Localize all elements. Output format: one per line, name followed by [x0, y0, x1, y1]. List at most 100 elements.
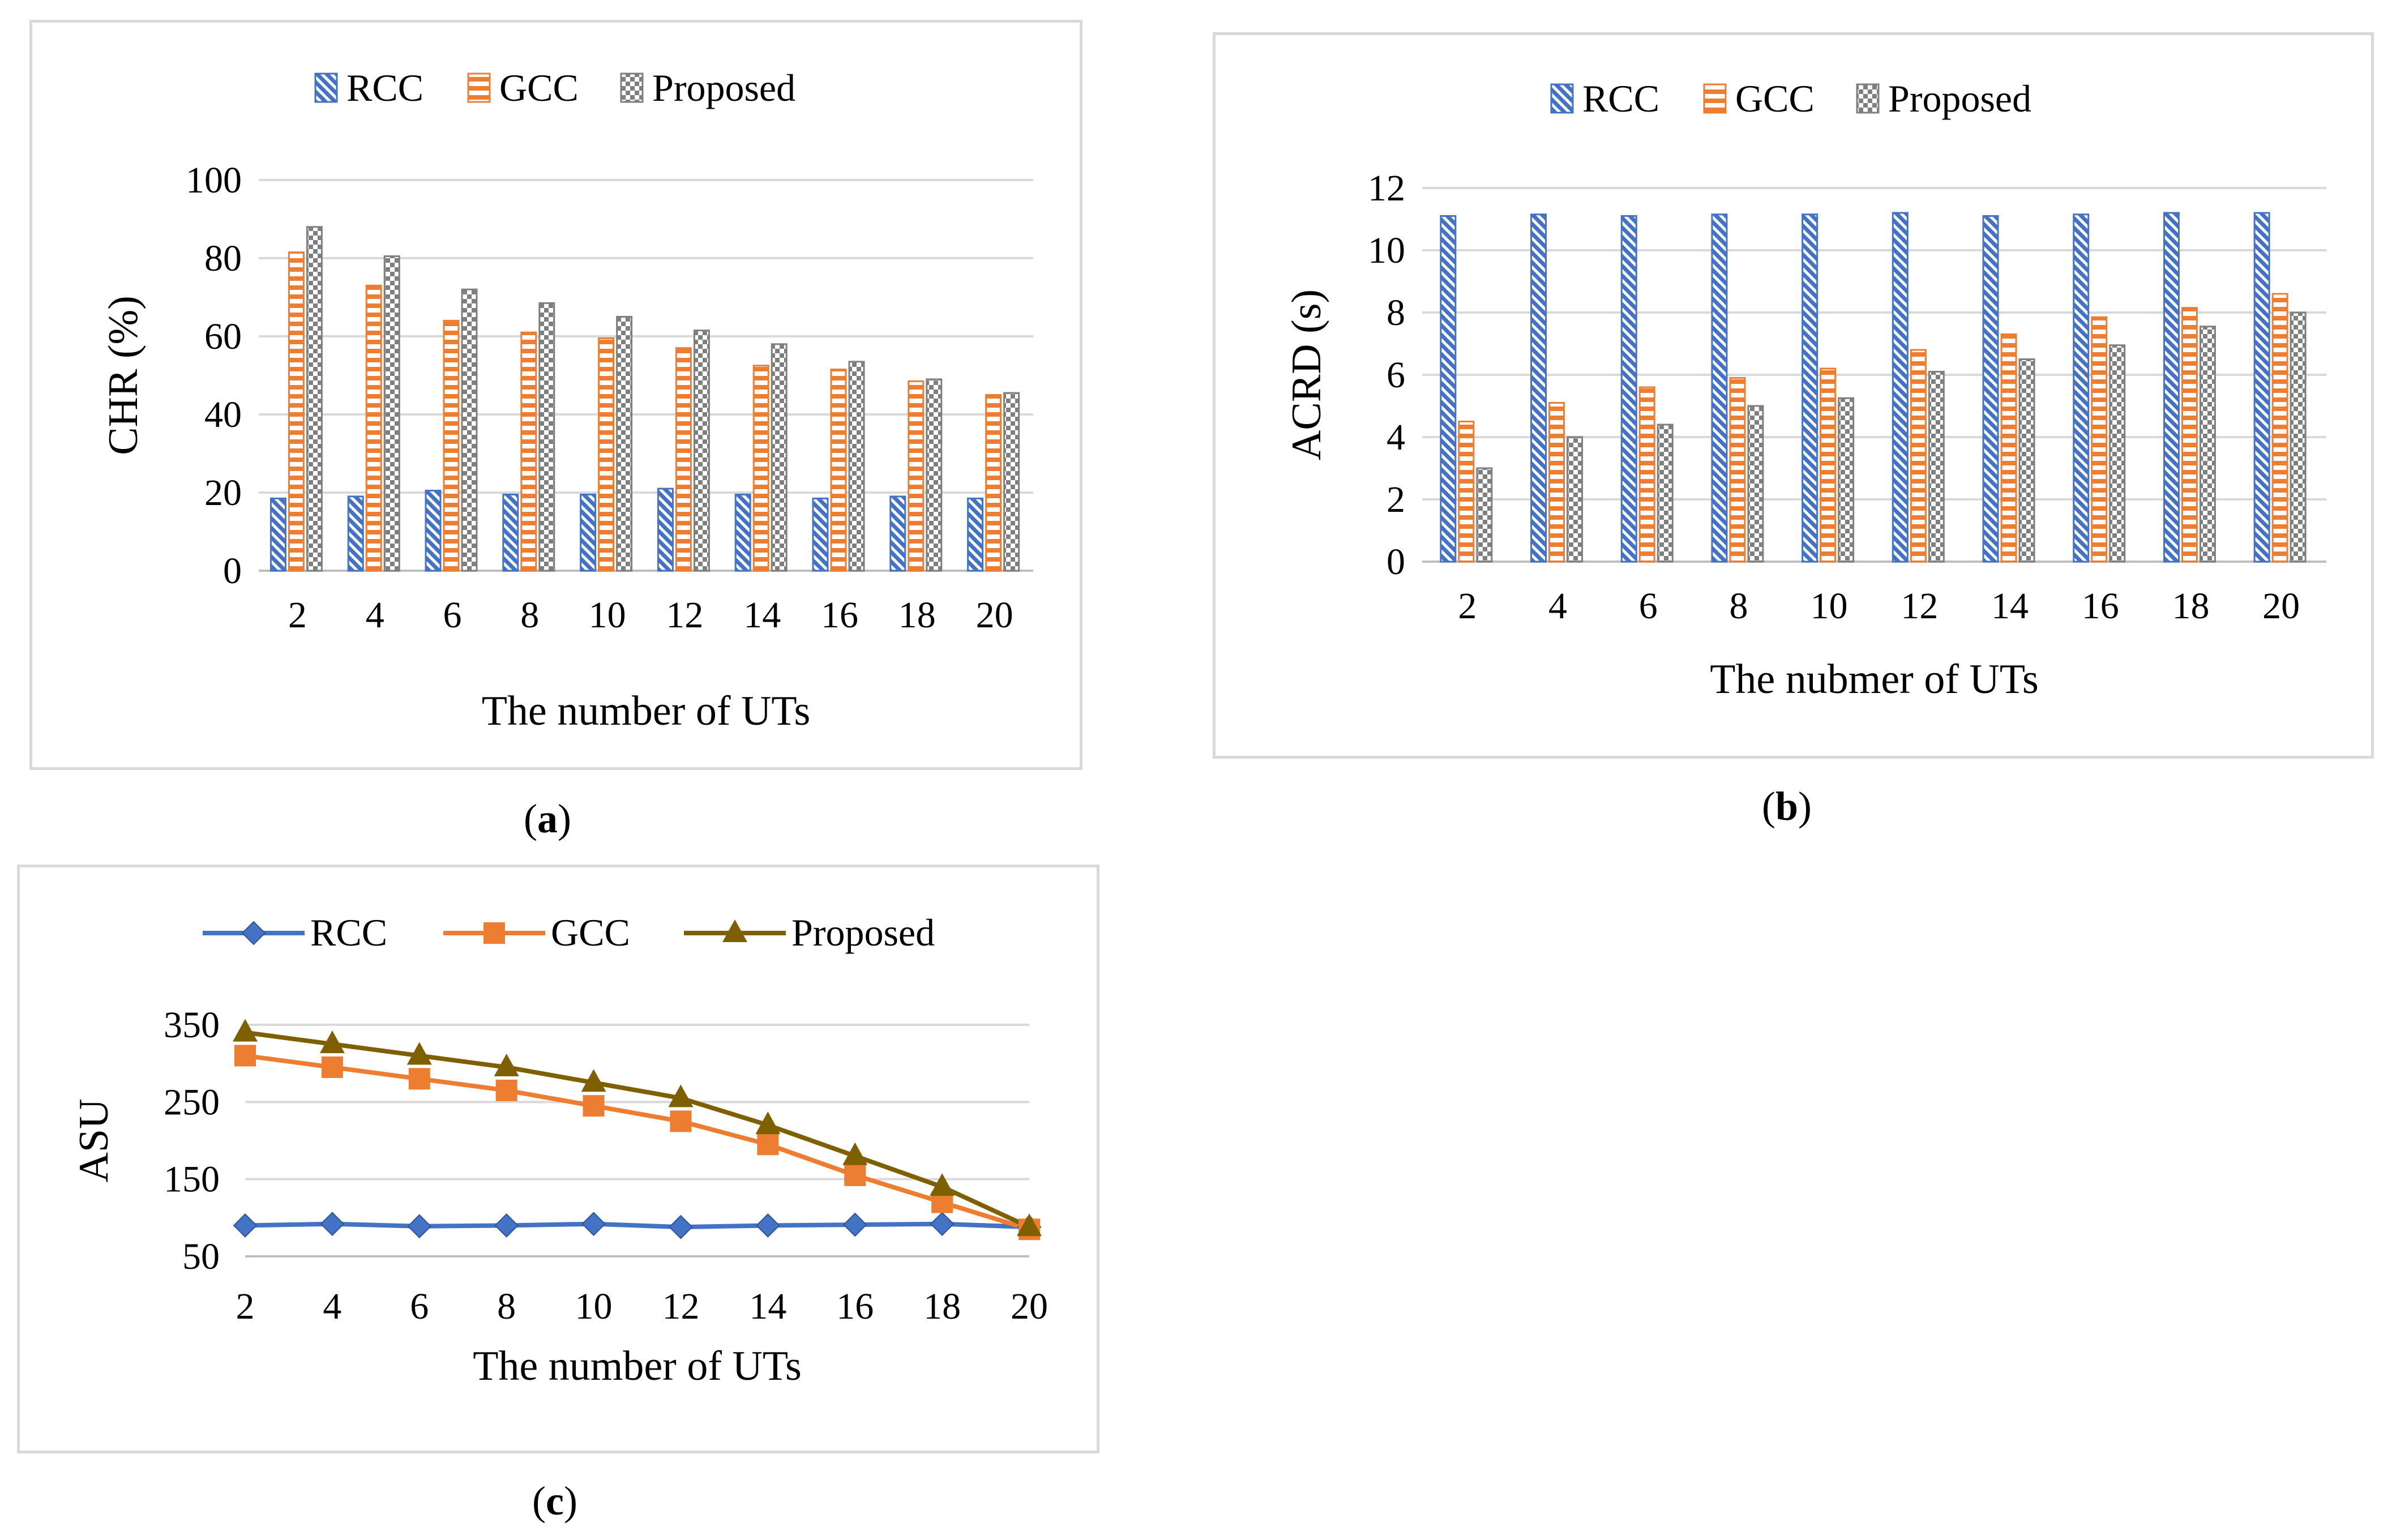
bar-rcc — [2073, 213, 2090, 563]
bar-proposed — [2199, 326, 2216, 563]
point-proposed — [581, 1069, 606, 1092]
bar-rcc — [2253, 212, 2270, 563]
x-tick-label: 8 — [1729, 585, 1748, 627]
y-tick-label: 350 — [164, 1004, 220, 1046]
bar-rcc — [1620, 215, 1637, 563]
bar-gcc — [443, 319, 460, 572]
legend-marker-rcc — [241, 921, 266, 946]
legend-swatch-gcc — [1703, 83, 1727, 114]
bar-proposed — [1567, 436, 1584, 563]
point-rcc — [407, 1214, 432, 1239]
point-gcc — [670, 1110, 692, 1132]
bar-rcc — [269, 497, 286, 572]
bar-proposed — [383, 255, 400, 572]
point-proposed — [930, 1173, 955, 1196]
y-tick-label: 4 — [1387, 417, 1405, 458]
legend-label-gcc: GCC — [1735, 77, 1815, 120]
point-gcc — [757, 1133, 779, 1156]
point-rcc — [233, 1213, 258, 1238]
x-tick-label: 20 — [1011, 1286, 1048, 1327]
bar-proposed — [1838, 397, 1855, 563]
y-tick-label: 2 — [1387, 479, 1405, 520]
legend-swatch-gcc — [467, 72, 491, 103]
bar-proposed — [926, 378, 943, 572]
legend-label-rcc: RCC — [1582, 77, 1659, 120]
bar-gcc — [1729, 377, 1746, 563]
legend-label-rcc: RCC — [346, 66, 423, 109]
bar-gcc — [985, 394, 1002, 572]
bar-rcc — [1711, 213, 1728, 563]
series-line-proposed — [245, 1030, 1030, 1229]
point-gcc — [234, 1045, 256, 1067]
caption-b: (b) — [1762, 784, 1812, 829]
x-tick-label: 12 — [1901, 585, 1938, 627]
chart-a-svg: 0 20 40 60 80 100 2 4 6 8 10 12 14 16 18 20 The number o… — [100, 66, 1033, 734]
x-tick-label: 2 — [288, 594, 307, 636]
x-tick-label: 2 — [1458, 585, 1477, 627]
bar-gcc — [2000, 333, 2017, 563]
x-axis-title: The number of UTs — [482, 688, 811, 734]
bar-rcc — [2163, 212, 2180, 563]
chart-b-svg: 0 2 4 6 8 10 12 2 4 6 8 10 12 14 16 18 20 The nubmer of U… — [1283, 77, 2326, 703]
bar-gcc — [1548, 402, 1565, 563]
legend-swatch-proposed — [620, 72, 644, 103]
bar-proposed — [2109, 344, 2126, 563]
x-tick-label: 14 — [743, 594, 781, 636]
bar-gcc — [2181, 307, 2198, 563]
x-tick-label: 18 — [923, 1286, 961, 1327]
x-tick-label: 10 — [589, 594, 626, 636]
point-rcc — [669, 1214, 693, 1239]
point-gcc — [321, 1056, 343, 1078]
series-line-gcc — [245, 1053, 1030, 1232]
point-rcc — [581, 1212, 606, 1237]
chart-panel-b: 0 2 4 6 8 10 12 2 4 6 8 10 12 14 16 18 20 The nubmer of U… — [1213, 32, 2374, 759]
bar-rcc — [657, 487, 674, 572]
x-tick-label: 12 — [666, 594, 703, 636]
bar-rcc — [580, 493, 597, 572]
bar-gcc — [752, 365, 769, 572]
bar-gcc — [1458, 421, 1475, 563]
chart-c-svg: 50 150 250 350 2 4 6 8 10 12 14 16 18 20 The number of… — [71, 911, 1048, 1389]
bar-rcc — [889, 495, 906, 572]
point-proposed — [755, 1111, 781, 1135]
x-tick-label: 16 — [836, 1286, 874, 1327]
bar-rcc — [347, 495, 364, 572]
point-proposed — [842, 1142, 868, 1165]
x-tick-label: 20 — [976, 594, 1013, 636]
caption-a: (a) — [524, 796, 571, 841]
x-axis-title: The number of UTs — [473, 1343, 802, 1389]
bar-rcc — [967, 497, 984, 572]
point-proposed — [406, 1042, 432, 1065]
bar-rcc — [1982, 215, 1999, 563]
bar-gcc — [1910, 349, 1927, 563]
bar-proposed — [616, 316, 633, 572]
bar-gcc — [2271, 293, 2288, 563]
x-tick-label: 6 — [443, 594, 462, 636]
chart-panel-c: 50 150 250 350 2 4 6 8 10 12 14 16 18 20 The number of… — [17, 865, 1099, 1453]
legend-marker-proposed — [722, 919, 747, 942]
x-tick-label: 16 — [821, 594, 858, 636]
bar-proposed — [538, 302, 555, 572]
bar-rcc — [502, 493, 519, 572]
point-proposed — [494, 1053, 519, 1076]
point-proposed — [668, 1084, 694, 1107]
point-gcc — [495, 1079, 517, 1101]
point-rcc — [494, 1213, 519, 1238]
x-tick-label: 10 — [1811, 585, 1848, 627]
x-axis-title: The nubmer of UTs — [1710, 656, 2039, 703]
point-gcc — [408, 1068, 430, 1090]
bar-gcc — [365, 284, 382, 572]
point-gcc — [583, 1095, 605, 1117]
bar-rcc — [1802, 213, 1818, 563]
point-rcc — [842, 1212, 867, 1237]
bar-proposed — [306, 226, 323, 572]
bar-gcc — [1638, 386, 1655, 563]
legend-label-proposed: Proposed — [652, 66, 795, 109]
bar-proposed — [1003, 392, 1020, 572]
x-tick-label: 18 — [898, 594, 936, 636]
bar-rcc — [1440, 215, 1457, 563]
bar-proposed — [1476, 467, 1493, 563]
point-proposed — [233, 1019, 258, 1042]
bar-proposed — [2018, 358, 2035, 563]
bar-proposed — [2290, 311, 2307, 563]
